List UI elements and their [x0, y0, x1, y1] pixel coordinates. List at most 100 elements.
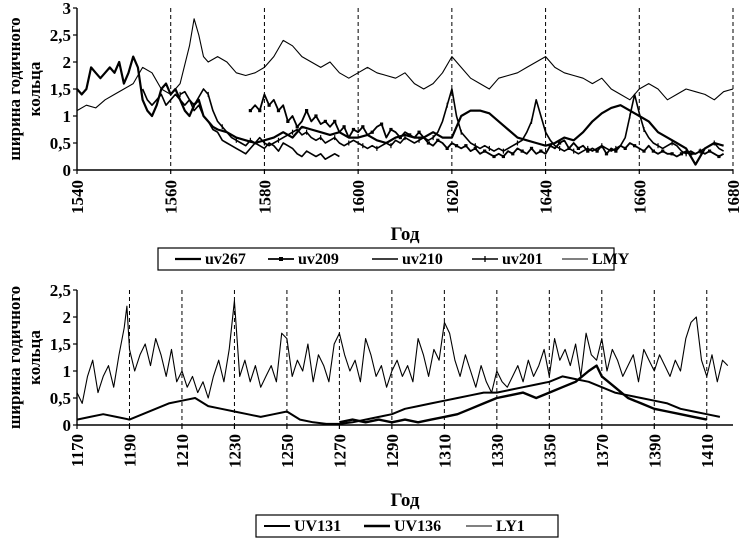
- series-line-uv210: [141, 88, 340, 160]
- data-point: [286, 119, 290, 123]
- data-point: [454, 144, 459, 148]
- chart-1: 0 0,5 1 1,5 2 2,5 3 1540 1560 1580 1600 1620 1640 166…: [5, 0, 740, 271]
- series-line-UV136: [339, 364, 708, 424]
- series-line-LMY: [76, 18, 734, 112]
- legend-label: uv209: [298, 251, 339, 268]
- y-axis-label: ширина годичного: [5, 286, 24, 429]
- data-point: [623, 146, 627, 150]
- y-tick-label: 1,5: [50, 335, 71, 354]
- data-point: [558, 141, 562, 145]
- data-point: [276, 109, 281, 113]
- data-point: [707, 149, 712, 153]
- data-point: [689, 152, 693, 156]
- series-line-LY1: [76, 300, 729, 404]
- data-point: [529, 146, 534, 150]
- x-tick-label: 1170: [68, 434, 87, 467]
- y-axis-label: кольца: [25, 61, 44, 116]
- legend-label: uv267: [205, 251, 246, 268]
- y-axis-label: ширина годичного: [5, 17, 24, 160]
- data-point: [248, 109, 252, 113]
- data-point: [661, 149, 665, 153]
- x-axis-label: Год: [391, 490, 420, 511]
- data-point: [511, 152, 515, 156]
- data-point: [717, 154, 721, 159]
- y-tick-label: 0,5: [50, 134, 71, 153]
- x-tick-label: 1390: [645, 434, 664, 468]
- data-point: [267, 103, 271, 107]
- data-point: [333, 119, 337, 123]
- legend: uv267 uv209 uv210 uv201 LMY: [157, 247, 630, 271]
- data-point: [436, 138, 440, 142]
- data-point: [483, 149, 487, 153]
- y-tick-label: 3: [63, 0, 72, 18]
- legend-label: UV131: [294, 518, 341, 535]
- legend-label: LY1: [496, 518, 525, 535]
- legend-box: [255, 514, 559, 538]
- x-tick-label: 1250: [278, 434, 297, 468]
- x-tick-label: 1560: [162, 180, 181, 214]
- data-point: [670, 152, 674, 156]
- data-point: [408, 133, 412, 137]
- data-point: [351, 127, 356, 132]
- data-point: [445, 146, 449, 150]
- x-tick-label: 1190: [120, 434, 139, 467]
- x-tick-label: 1620: [443, 180, 462, 214]
- data-point: [361, 125, 365, 129]
- data-point: [370, 130, 374, 134]
- data-point: [651, 149, 655, 153]
- y-tick-label: 1: [63, 107, 72, 126]
- x-tick-label: 1540: [68, 180, 87, 214]
- data-point: [614, 149, 618, 153]
- x-tick-label: 1580: [255, 180, 274, 214]
- data-point: [342, 125, 346, 129]
- y-tick-label: 0: [63, 416, 72, 435]
- data-point: [417, 130, 421, 134]
- data-point: [539, 149, 543, 153]
- series-line-uv267: [76, 55, 724, 166]
- legend-label: uv201: [502, 251, 543, 268]
- x-tick-label: 1270: [330, 434, 349, 468]
- data-point: [305, 109, 309, 113]
- data-point: [295, 125, 299, 129]
- x-tick-label: 1410: [698, 434, 717, 468]
- series-line-UV131: [76, 375, 721, 425]
- x-tick-label: 1290: [383, 434, 402, 468]
- data-point: [679, 152, 684, 156]
- data-point: [398, 136, 402, 140]
- data-point: [426, 141, 431, 145]
- y-axis-label: кольца: [25, 330, 44, 385]
- data-point: [492, 154, 496, 159]
- data-point: [586, 149, 590, 153]
- x-tick-label: 1210: [173, 434, 192, 468]
- data-point: [473, 146, 477, 150]
- y-tick-label: 2: [63, 53, 72, 72]
- data-point: [323, 119, 327, 123]
- data-point: [604, 152, 609, 156]
- y-tick-label: 0,5: [50, 389, 71, 408]
- legend-label: LMY: [592, 251, 630, 268]
- data-point: [501, 154, 505, 159]
- data-point: [595, 149, 599, 153]
- data-point: [379, 122, 384, 126]
- y-tick-label: 2,5: [50, 281, 71, 300]
- data-point: [258, 109, 262, 113]
- y-tick-label: 1: [63, 362, 72, 381]
- data-point: [576, 146, 580, 150]
- x-tick-label: 1640: [537, 180, 556, 214]
- y-tick-label: 2,5: [50, 26, 71, 45]
- x-tick-label: 1310: [435, 434, 454, 468]
- y-tick-label: 0: [63, 161, 72, 180]
- legend-label: UV136: [394, 518, 441, 535]
- chart-2: 0 0,5 1 1,5 2 2,5 1170 1190 1210 1230 1250 1270 1290…: [5, 281, 733, 538]
- x-tick-label: 1600: [349, 180, 368, 214]
- series-line-uv201: [179, 88, 724, 155]
- data-point: [464, 144, 468, 148]
- y-tick-label: 1,5: [50, 80, 71, 99]
- data-point: [389, 127, 393, 132]
- x-tick-label: 1330: [488, 434, 507, 468]
- x-tick-label: 1660: [630, 180, 649, 214]
- x-tick-label: 1680: [724, 180, 740, 214]
- legend-marker: [279, 257, 283, 261]
- data-point: [642, 149, 646, 153]
